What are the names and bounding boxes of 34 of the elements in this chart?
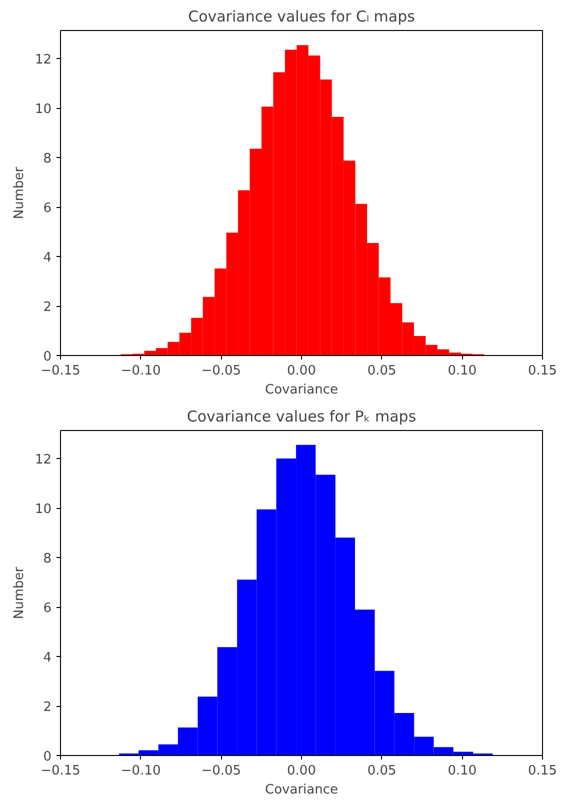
y-tick-label: 0 (43, 750, 52, 764)
y-tick-label: 10 (34, 102, 52, 118)
x-tick-label: −0.15 (40, 764, 80, 778)
y-tick-label: 2 (43, 700, 52, 716)
y-tick-label: 4 (43, 250, 52, 266)
x-tick-label: −0.10 (120, 364, 161, 378)
x-axis-title: Covariance (265, 782, 338, 798)
x-tick-label: −0.15 (40, 364, 80, 378)
x-tick-label: 0.05 (367, 764, 396, 778)
x-tick-label: 0.15 (528, 364, 557, 378)
x-tick-label: −0.10 (120, 764, 161, 778)
x-tick-label: 0.15 (528, 764, 557, 778)
x-tick-label: −0.05 (201, 764, 242, 778)
y-tick-label: 2 (43, 300, 52, 316)
y-tick-label: 8 (43, 152, 52, 167)
y-tick-label: 10 (34, 502, 52, 518)
x-tick-label: 0.00 (287, 764, 316, 778)
y-tick-label: 4 (43, 650, 52, 666)
x-tick-label: 0.00 (287, 364, 316, 378)
x-tick-label: 0.10 (448, 364, 477, 378)
chart-title: Covariance values for Pₖ maps (186, 408, 416, 426)
y-tick-label: 6 (43, 201, 52, 216)
y-axis-title: Number (12, 166, 27, 220)
x-tick-label: −0.05 (201, 364, 242, 378)
y-tick-label: 6 (43, 601, 52, 616)
y-axis-title: Number (12, 566, 27, 620)
x-tick-label: 0.05 (367, 364, 396, 378)
y-tick-label: 12 (34, 452, 52, 468)
y-tick-label: 0 (43, 350, 52, 364)
chart-title: Covariance values for Cₗ maps (188, 8, 416, 26)
x-axis-title: Covariance (265, 382, 338, 398)
x-tick-label: 0.10 (448, 764, 477, 778)
y-tick-label: 8 (43, 552, 52, 567)
y-tick-label: 12 (34, 52, 52, 68)
